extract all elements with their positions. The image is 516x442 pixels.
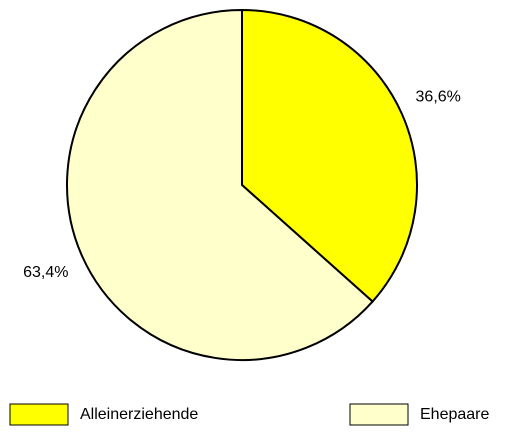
pie-slice xyxy=(66,8,374,361)
pie-slice xyxy=(241,8,418,303)
legend-label: Ehepaare xyxy=(420,406,489,423)
slice-label: 36,6% xyxy=(416,88,461,105)
legend-swatch xyxy=(9,403,69,426)
legend-label: Alleinerziehende xyxy=(80,406,198,423)
slice-label: 63,4% xyxy=(23,264,68,281)
legend-swatch xyxy=(349,403,409,426)
